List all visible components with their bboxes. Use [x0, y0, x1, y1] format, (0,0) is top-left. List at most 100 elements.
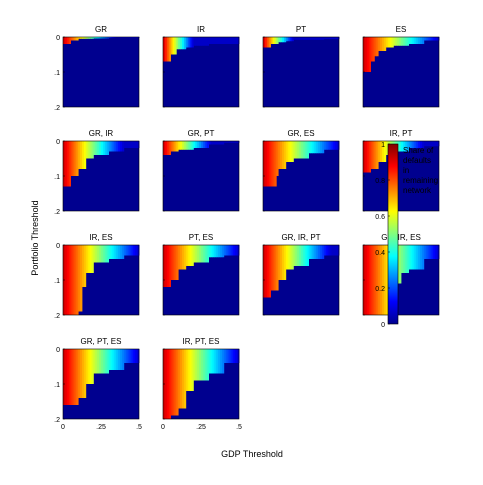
heat-cell: [172, 245, 175, 280]
heat-cell: [123, 37, 127, 39]
heat-cell: [204, 37, 208, 46]
heat-cell: [182, 141, 185, 150]
heat-cell: [121, 349, 125, 370]
heat-cell: [168, 141, 171, 155]
heat-cell: [237, 245, 240, 256]
heat-cell: [118, 141, 121, 152]
heatmap-panels: GR 0 .1 .2 IR PT ES GR, IR 0 .1 .2 GR, PT GR, ES IR, …: [54, 25, 440, 431]
heat-cell: [170, 141, 173, 152]
heat-cell: [429, 37, 432, 41]
heat-cell: [397, 141, 400, 152]
heat-cell: [293, 245, 296, 266]
heat-cell: [185, 37, 189, 48]
heat-cell: [314, 245, 317, 259]
panel: IR, PT: [362, 129, 440, 212]
heat-cell: [280, 37, 283, 43]
heat-cell: [382, 37, 385, 51]
panel: GR, PT: [162, 129, 240, 212]
heat-cell: [283, 245, 287, 280]
heat-cell: [183, 141, 187, 150]
heat-cell: [110, 37, 113, 39]
heat-cell: [337, 37, 340, 40]
heat-cell: [187, 349, 190, 391]
heat-cell: [285, 37, 289, 42]
heat-cell: [423, 245, 427, 259]
heat-cell: [216, 37, 219, 44]
heat-cell: [235, 37, 238, 44]
heat-cell: [270, 141, 273, 187]
heat-cell: [174, 37, 177, 55]
heat-cell: [191, 245, 194, 266]
heat-cell: [366, 37, 370, 72]
heat-cell: [376, 245, 379, 315]
heat-cell: [304, 37, 308, 40]
heat-cell: [297, 141, 300, 159]
heat-cell: [80, 245, 83, 312]
heat-cell: [408, 245, 411, 270]
heat-cell: [335, 141, 338, 150]
heat-cell: [120, 245, 123, 259]
heat-cell: [193, 141, 196, 148]
panel: IR, ES 0 .1 .2: [54, 233, 140, 320]
heat-cell: [306, 245, 309, 266]
heat-cell: [266, 141, 270, 187]
heat-cell: [312, 141, 315, 154]
heat-cell: [178, 37, 181, 50]
heat-cell: [129, 245, 132, 256]
heat-cell: [125, 245, 128, 256]
heat-cell: [182, 349, 185, 409]
heat-cell: [89, 245, 92, 273]
heat-cell: [85, 245, 89, 273]
heat-cell: [212, 141, 215, 145]
heat-cell: [299, 141, 302, 159]
heat-cell: [114, 245, 117, 259]
heat-cell: [66, 349, 70, 405]
heat-cell: [278, 141, 281, 169]
heat-cell: [221, 349, 225, 374]
heat-cell: [210, 37, 213, 44]
heat-cell: [404, 245, 408, 273]
heat-cell: [376, 141, 379, 169]
heat-cell: [437, 245, 440, 259]
heat-cell: [85, 37, 89, 39]
heat-cell: [320, 37, 323, 40]
heat-cell: [414, 245, 417, 270]
heat-cell: [385, 37, 389, 48]
colorbar-gradient: [387, 143, 399, 325]
heat-cell: [229, 37, 232, 44]
heat-cell: [263, 141, 266, 187]
heat-cell: [178, 141, 181, 150]
colorbar: 0 0.2 0.4 0.6 0.8 1 Share of defaults in remaini…: [375, 142, 438, 329]
heat-cell: [378, 37, 381, 51]
heat-cell: [76, 141, 79, 176]
heat-cell: [66, 245, 70, 315]
heat-cell: [87, 37, 90, 39]
heat-cell: [189, 37, 192, 48]
panel-title: GR: [95, 25, 107, 34]
heat-cell: [225, 37, 228, 44]
heat-cell: [185, 245, 189, 266]
heat-cell: [291, 245, 294, 270]
heat-cell: [183, 245, 187, 270]
heat-cell: [95, 245, 98, 263]
heat-cell: [223, 349, 227, 363]
panel-title: PT: [296, 25, 306, 34]
heat-cell: [420, 245, 423, 270]
heat-cell: [72, 141, 75, 176]
heat-cell: [404, 37, 408, 46]
heat-cell: [283, 141, 287, 169]
heat-cell: [120, 349, 123, 370]
heat-cell: [314, 37, 317, 40]
panel-title: GR, ES: [287, 129, 314, 138]
heat-cell: [218, 141, 221, 145]
heat-cell: [163, 37, 166, 62]
heat-cell: [89, 141, 92, 159]
heat-cell: [231, 37, 234, 44]
heat-cell: [295, 245, 298, 266]
heat-cell: [189, 141, 192, 150]
heat-cell: [89, 37, 92, 39]
heat-cell: [431, 141, 434, 147]
heat-cell: [425, 245, 428, 259]
heat-cell: [285, 141, 289, 162]
